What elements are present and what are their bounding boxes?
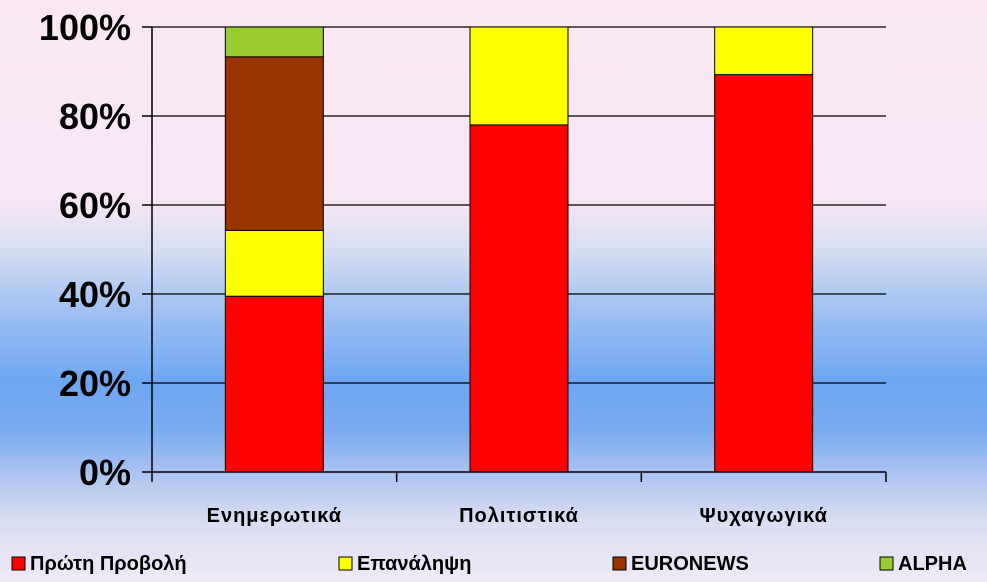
x-category-label: Ψυχαγωγικά — [699, 505, 827, 527]
bar-segment — [224, 26, 324, 58]
x-category-label: Ενημερωτικά — [207, 505, 342, 527]
y-axis-ticks: 0% 20% 40% 60% 80% 100% — [39, 7, 152, 493]
bar-segment — [469, 26, 569, 126]
legend: Πρώτη Προβολή Επανάληψη EURONEWS ALPHA — [11, 553, 967, 575]
bar-segment — [224, 229, 324, 297]
y-tick-label: 60% — [59, 185, 131, 226]
bar-segment — [469, 124, 569, 473]
legend-label: Πρώτη Προβολή — [30, 553, 187, 575]
legend-swatch — [338, 556, 353, 571]
y-tick-label: 80% — [59, 96, 131, 137]
bar-segment — [714, 74, 814, 473]
y-tick-label: 20% — [59, 363, 131, 404]
bar-segment — [714, 26, 814, 76]
x-axis-ticks: Ενημερωτικά Πολιτιστικά Ψυχαγωγικά — [151, 472, 887, 527]
legend-swatch — [879, 556, 894, 571]
legend-swatch — [612, 556, 627, 571]
bars — [224, 26, 814, 473]
bar-segment — [224, 295, 324, 473]
bar-segment — [224, 56, 324, 231]
y-tick-label: 40% — [59, 274, 131, 315]
legend-swatch — [11, 556, 26, 571]
legend-label: Επανάληψη — [357, 553, 471, 575]
y-tick-label: 0% — [79, 452, 131, 493]
legend-label: ALPHA — [898, 553, 967, 575]
y-tick-label: 100% — [39, 7, 131, 48]
x-category-label: Πολιτιστικά — [459, 505, 579, 527]
legend-label: EURONEWS — [631, 553, 749, 575]
